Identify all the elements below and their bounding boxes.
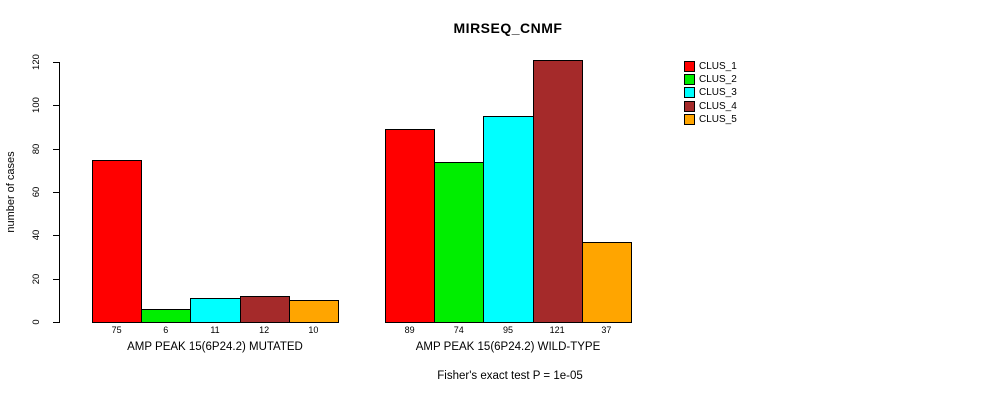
y-tick-mark xyxy=(53,278,59,280)
y-tick-label: 120 xyxy=(31,54,42,70)
legend-label: CLUS_3 xyxy=(699,87,737,99)
bar-clus_2-group1 xyxy=(141,309,192,323)
bar-clus_5-group1 xyxy=(288,300,339,323)
bar-value-label: 121 xyxy=(549,325,565,335)
y-tick-label: 0 xyxy=(31,319,42,325)
group-label: AMP PEAK 15(6P24.2) MUTATED xyxy=(127,341,303,353)
bar-value-label: 74 xyxy=(453,325,464,335)
chart-title: MIRSEQ_CNMF xyxy=(453,20,563,36)
bar-clus_1-group2 xyxy=(385,129,436,323)
y-tick-mark xyxy=(53,192,59,193)
legend-swatch-clus_1 xyxy=(684,61,695,72)
bar-clus_3-group2 xyxy=(483,116,534,323)
legend-swatch-clus_4 xyxy=(684,100,695,112)
bar-clus_4-group1 xyxy=(239,296,290,323)
bar-clus_1-group1 xyxy=(92,159,143,323)
bar-value-label: 37 xyxy=(601,325,612,335)
legend-label: CLUS_1 xyxy=(699,61,737,72)
group-label: AMP PEAK 15(6P24.2) WILD-TYPE xyxy=(415,341,601,353)
bar-value-label: 75 xyxy=(111,325,122,335)
y-tick-mark xyxy=(53,105,59,107)
legend-swatch-clus_5 xyxy=(684,113,695,125)
y-tick-label: 60 xyxy=(31,186,42,198)
y-tick-mark xyxy=(53,148,59,150)
y-tick-label: 80 xyxy=(31,143,42,154)
bar-clus_5-group2 xyxy=(581,241,632,323)
legend-swatch-clus_2 xyxy=(684,74,695,86)
bar-value-label: 6 xyxy=(163,325,169,335)
bar-clus_2-group2 xyxy=(434,161,485,323)
bar-clus_3-group1 xyxy=(190,298,241,323)
y-tick-label: 20 xyxy=(31,273,42,284)
y-tick-mark xyxy=(53,62,59,63)
bar-value-label: 12 xyxy=(259,325,270,335)
y-tick-label: 100 xyxy=(31,97,42,114)
bar-value-label: 11 xyxy=(210,325,220,335)
legend-swatch-clus_3 xyxy=(684,87,695,99)
annotation-text: Fisher's exact test P = 1e-05 xyxy=(437,370,583,382)
bar-value-label: 89 xyxy=(404,325,415,335)
legend-label: CLUS_2 xyxy=(699,74,737,86)
bar-clus_4-group2 xyxy=(532,59,583,323)
y-tick-mark xyxy=(53,235,59,237)
y-tick-label: 40 xyxy=(31,230,42,241)
bar-value-label: 95 xyxy=(502,325,513,335)
y-axis-line xyxy=(59,62,60,323)
bar-value-label: 10 xyxy=(308,325,319,335)
y-axis-title: number of cases xyxy=(5,151,17,233)
y-tick-mark xyxy=(53,322,59,323)
legend-label: CLUS_5 xyxy=(699,113,737,125)
legend-label: CLUS_4 xyxy=(699,100,737,112)
